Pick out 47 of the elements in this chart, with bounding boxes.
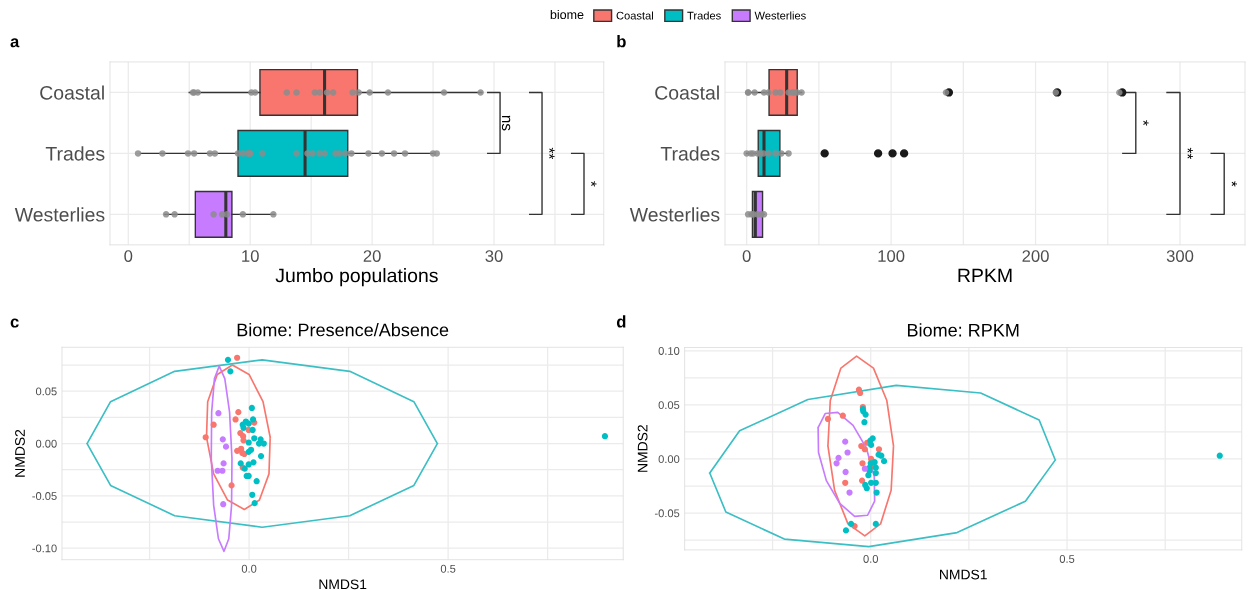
chart-title: Biome: RPKM: [907, 323, 1019, 337]
y-tick-label: 0.05: [658, 401, 680, 409]
x-tick-label: 0.5: [1059, 555, 1075, 563]
y-tick-label: 0.10: [658, 347, 680, 355]
y-tick-label: 0.00: [658, 455, 680, 464]
y-tick-label: Coastal: [40, 85, 104, 100]
x-tick-label: 0.0: [863, 555, 879, 563]
text: c: [10, 318, 19, 328]
annotation: *: [591, 181, 597, 187]
annotation: **: [549, 147, 555, 160]
text: b: [617, 35, 626, 48]
x-axis-title: NMDS1: [940, 569, 987, 580]
x-tick-label: 200: [1022, 250, 1049, 262]
x-tick-label: 300: [1166, 250, 1194, 262]
text: a: [10, 38, 20, 48]
legend-title: biome: [550, 9, 584, 20]
annotation: *: [1231, 181, 1237, 187]
annotation: **: [1187, 147, 1193, 160]
y-axis-title: NMDS2: [15, 429, 25, 477]
y-tick-label: -0.05: [654, 509, 680, 518]
x-axis-title: RPKM: [958, 268, 1012, 283]
annotation: ns: [501, 115, 511, 131]
x-tick-label: 0.0: [241, 564, 257, 573]
x-tick-label: 0: [124, 250, 133, 262]
x-axis-title: NMDS1: [319, 579, 367, 590]
y-axis-title: NMDS2: [637, 425, 648, 472]
x-tick-label: 10: [242, 250, 259, 262]
y-tick-label: -0.05: [32, 492, 57, 500]
y-tick-label: Trades: [660, 146, 720, 161]
y-tick-label: Westerlies: [14, 207, 105, 222]
y-tick-label: Trades: [45, 146, 105, 161]
y-tick-label: Coastal: [655, 85, 719, 100]
y-tick-label: -0.10: [32, 544, 57, 553]
y-tick-label: 0.00: [35, 439, 57, 448]
legend-label: Coastal: [616, 11, 653, 20]
x-tick-label: 20: [363, 250, 381, 262]
x-tick-label: 0.5: [440, 564, 456, 573]
x-axis-title: Jumbo populations: [275, 268, 438, 287]
x-tick-label: 100: [878, 250, 905, 262]
chart-title: Biome: Presence/Absence: [237, 323, 449, 337]
legend-label: Westerlies: [754, 11, 806, 20]
annotation: *: [1143, 120, 1149, 126]
x-tick-label: 0: [742, 250, 751, 262]
text: d: [616, 315, 626, 328]
y-tick-label: Westerlies: [629, 207, 720, 222]
x-tick-label: 30: [485, 250, 503, 262]
y-tick-label: 0.05: [35, 387, 57, 396]
